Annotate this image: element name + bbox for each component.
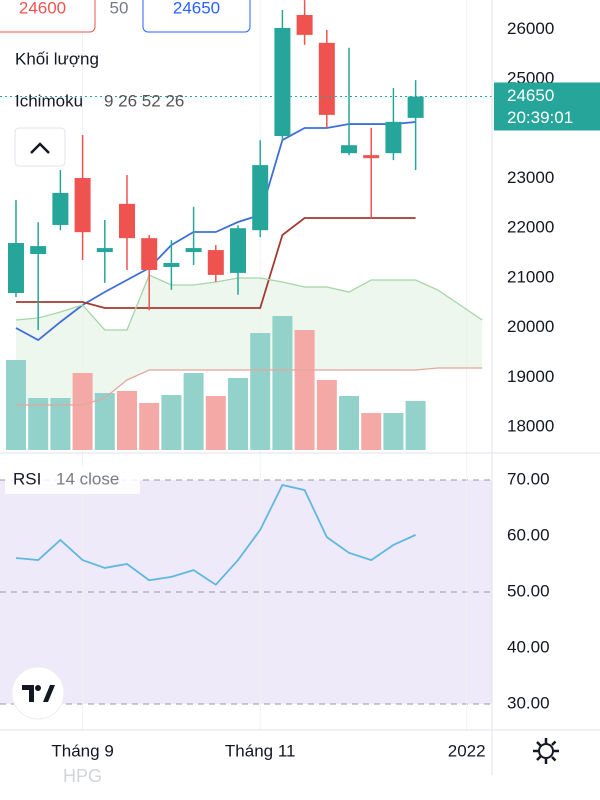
volume-bar bbox=[50, 398, 71, 450]
rsi-tick-label: 50.00 bbox=[507, 581, 550, 600]
candle-body bbox=[96, 248, 113, 253]
x-tick-label: 2022 bbox=[448, 741, 486, 760]
volume-bar bbox=[228, 378, 249, 450]
header-value: 24650 bbox=[173, 0, 220, 17]
volume-bar bbox=[383, 413, 404, 450]
candle-body bbox=[118, 203, 135, 239]
rsi-params: 14 close bbox=[56, 469, 119, 488]
candle-body bbox=[341, 145, 358, 154]
rsi-tick-label: 30.00 bbox=[507, 693, 550, 712]
volume-bar bbox=[250, 333, 271, 450]
volume-bar bbox=[183, 373, 204, 450]
rsi-tick-label: 40.00 bbox=[507, 637, 550, 656]
candle-body bbox=[296, 15, 313, 35]
button-frame[interactable] bbox=[14, 127, 66, 167]
header-value: 50 bbox=[110, 0, 129, 17]
x-tick-label: Tháng 9 bbox=[51, 741, 113, 760]
last-price-label: 24650 bbox=[507, 86, 554, 105]
volume-bar bbox=[72, 373, 93, 450]
rsi-line bbox=[15, 484, 416, 586]
last-price-box bbox=[494, 82, 600, 131]
candle-body bbox=[163, 262, 180, 267]
volume-bar bbox=[405, 401, 426, 450]
header-value-box bbox=[0, 0, 96, 33]
volume-bar bbox=[28, 398, 49, 450]
candle-body bbox=[363, 155, 380, 159]
header-value: 24600 bbox=[19, 0, 66, 17]
rsi-tick-label: 70.00 bbox=[507, 469, 550, 488]
volume-bar bbox=[161, 395, 182, 450]
candle-body bbox=[230, 228, 247, 273]
overlay: Tháng 9 Tháng 11 2022 18000 19000 20000 21000 2… bbox=[0, 0, 600, 760]
logo-circle[interactable] bbox=[11, 666, 65, 720]
rsi-label-bg bbox=[5, 466, 140, 494]
volume-bar bbox=[94, 393, 115, 450]
y-tick-label: 22000 bbox=[507, 218, 554, 237]
volume-bar bbox=[272, 316, 293, 450]
candle-body bbox=[274, 27, 291, 137]
ichimoku-line bbox=[15, 217, 416, 309]
candle-body bbox=[207, 250, 224, 275]
chevron-icon[interactable] bbox=[30, 142, 50, 154]
volume-bar bbox=[139, 403, 160, 450]
volume-label: Khối lượng bbox=[15, 49, 99, 68]
ichimoku-cloud bbox=[15, 275, 483, 405]
y-tick-label: 19000 bbox=[507, 367, 554, 386]
logo-mark[interactable] bbox=[43, 685, 55, 702]
symbol-watermark: HPG bbox=[63, 766, 102, 786]
candle-body bbox=[7, 243, 24, 294]
candle-body bbox=[185, 248, 202, 253]
logo-dot[interactable] bbox=[35, 685, 41, 691]
logo-mark[interactable] bbox=[22, 685, 34, 702]
collapse-button[interactable] bbox=[14, 127, 66, 167]
candle-body bbox=[407, 96, 424, 118]
tradingview-logo[interactable] bbox=[11, 666, 65, 720]
ichimoku-line bbox=[15, 367, 483, 406]
y-tick-label: 20000 bbox=[507, 317, 554, 336]
rsi-name: RSI bbox=[13, 469, 41, 488]
volume-bar bbox=[361, 413, 382, 450]
y-tick-label: 26000 bbox=[507, 19, 554, 38]
header-value-box bbox=[142, 0, 251, 33]
indicator-name: Ichimoku bbox=[15, 91, 83, 110]
volume-bar bbox=[205, 396, 226, 450]
countdown-label: 20:39:01 bbox=[507, 108, 573, 127]
candle-body bbox=[385, 121, 402, 154]
ichimoku-line bbox=[15, 274, 483, 331]
candle-body bbox=[141, 238, 158, 270]
backgrounds bbox=[0, 0, 492, 730]
volume-bar bbox=[339, 396, 360, 450]
candle-body bbox=[52, 192, 69, 225]
candle-body bbox=[30, 246, 47, 255]
y-tick-label: 21000 bbox=[507, 267, 554, 286]
gear-icon[interactable] bbox=[533, 738, 559, 764]
rsi-tick-label: 60.00 bbox=[507, 525, 550, 544]
y-tick-label: 18000 bbox=[507, 416, 554, 435]
x-tick-label: Tháng 11 bbox=[225, 741, 296, 760]
gear-icon[interactable] bbox=[538, 743, 554, 759]
volume-bar bbox=[316, 380, 337, 450]
plot bbox=[0, 0, 492, 586]
indicator-params: 9 26 52 26 bbox=[104, 91, 184, 110]
candle-body bbox=[252, 165, 269, 231]
volume-bar bbox=[116, 391, 137, 450]
candle-body bbox=[318, 42, 335, 115]
y-tick-label: 23000 bbox=[507, 168, 554, 187]
settings-button[interactable] bbox=[533, 738, 559, 764]
volume-bar bbox=[294, 330, 315, 450]
candle-body bbox=[74, 178, 91, 233]
